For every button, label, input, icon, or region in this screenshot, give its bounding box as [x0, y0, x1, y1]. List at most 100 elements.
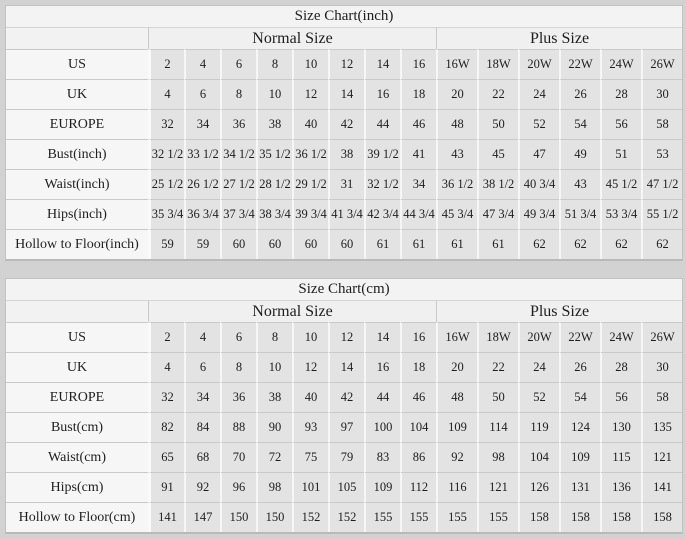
- table-row-hollow-to-floor-inch: Hollow to Floor(inch) 59 59 60 60 60 60 61 61 61 6…: [6, 229, 683, 259]
- data-cell: 48: [436, 109, 477, 139]
- data-cell: 60: [256, 229, 292, 259]
- data-cell: 32: [148, 109, 184, 139]
- data-cell: 93: [292, 412, 328, 442]
- data-cell: 25 1/2: [148, 169, 184, 199]
- data-cell: 46: [400, 109, 436, 139]
- data-cell: 72: [256, 442, 292, 472]
- data-cell: 98: [477, 442, 518, 472]
- data-cell: 34: [400, 169, 436, 199]
- data-cell: 29 1/2: [292, 169, 328, 199]
- data-cell: 16: [364, 352, 400, 382]
- row-label: UK: [6, 79, 148, 109]
- data-cell: 61: [436, 229, 477, 259]
- data-cell: 16: [364, 79, 400, 109]
- data-cell: 131: [559, 472, 600, 502]
- data-cell: 55 1/2: [641, 199, 683, 229]
- data-cell: 20W: [518, 322, 559, 352]
- data-cell: 98: [256, 472, 292, 502]
- data-cell: 26: [559, 79, 600, 109]
- data-cell: 52: [518, 382, 559, 412]
- corner-cell: [6, 27, 148, 49]
- data-cell: 10: [292, 49, 328, 79]
- data-cell: 60: [220, 229, 256, 259]
- data-cell: 32 1/2: [148, 139, 184, 169]
- data-cell: 119: [518, 412, 559, 442]
- data-cell: 12: [328, 322, 364, 352]
- data-cell: 114: [477, 412, 518, 442]
- data-cell: 26: [559, 352, 600, 382]
- data-cell: 45 3/4: [436, 199, 477, 229]
- data-cell: 60: [292, 229, 328, 259]
- data-cell: 62: [600, 229, 641, 259]
- data-cell: 61: [400, 229, 436, 259]
- data-cell: 38 3/4: [256, 199, 292, 229]
- data-cell: 104: [518, 442, 559, 472]
- data-cell: 18: [400, 79, 436, 109]
- data-cell: 12: [292, 79, 328, 109]
- data-cell: 41: [400, 139, 436, 169]
- row-label: Bust(cm): [6, 412, 148, 442]
- data-cell: 88: [220, 412, 256, 442]
- data-cell: 45 1/2: [600, 169, 641, 199]
- data-cell: 155: [436, 502, 477, 532]
- data-cell: 75: [292, 442, 328, 472]
- data-cell: 56: [600, 382, 641, 412]
- data-cell: 53: [641, 139, 683, 169]
- data-cell: 158: [600, 502, 641, 532]
- data-cell: 158: [559, 502, 600, 532]
- data-cell: 14: [328, 79, 364, 109]
- data-cell: 155: [400, 502, 436, 532]
- data-cell: 30: [641, 352, 683, 382]
- data-cell: 68: [184, 442, 220, 472]
- data-cell: 18W: [477, 49, 518, 79]
- table-row-bust-inch: Bust(inch) 32 1/2 33 1/2 34 1/2 35 1/2 36 1/2…: [6, 139, 683, 169]
- data-cell: 38: [328, 139, 364, 169]
- data-cell: 155: [477, 502, 518, 532]
- data-cell: 14: [364, 322, 400, 352]
- data-cell: 62: [559, 229, 600, 259]
- data-cell: 91: [148, 472, 184, 502]
- data-cell: 34: [184, 382, 220, 412]
- data-cell: 49 3/4: [518, 199, 559, 229]
- data-cell: 6: [220, 322, 256, 352]
- data-cell: 38: [256, 382, 292, 412]
- data-cell: 27 1/2: [220, 169, 256, 199]
- table-row-hollow-to-floor-cm: Hollow to Floor(cm) 141 147 150 150 152 152 155…: [6, 502, 683, 532]
- data-cell: 47 3/4: [477, 199, 518, 229]
- data-cell: 62: [518, 229, 559, 259]
- data-cell: 96: [220, 472, 256, 502]
- data-cell: 47: [518, 139, 559, 169]
- data-cell: 44: [364, 382, 400, 412]
- data-cell: 38: [256, 109, 292, 139]
- data-cell: 141: [148, 502, 184, 532]
- data-cell: 40: [292, 109, 328, 139]
- data-cell: 112: [400, 472, 436, 502]
- data-cell: 28 1/2: [256, 169, 292, 199]
- data-cell: 61: [477, 229, 518, 259]
- row-label: UK: [6, 352, 148, 382]
- data-cell: 6: [220, 49, 256, 79]
- data-cell: 30: [641, 79, 683, 109]
- row-label: EUROPE: [6, 109, 148, 139]
- data-cell: 24W: [600, 49, 641, 79]
- data-cell: 26 1/2: [184, 169, 220, 199]
- data-cell: 38 1/2: [477, 169, 518, 199]
- data-cell: 28: [600, 79, 641, 109]
- data-cell: 4: [148, 352, 184, 382]
- data-cell: 10: [256, 79, 292, 109]
- data-cell: 150: [256, 502, 292, 532]
- data-cell: 44: [364, 109, 400, 139]
- data-cell: 16: [400, 322, 436, 352]
- data-cell: 48: [436, 382, 477, 412]
- data-cell: 36: [220, 109, 256, 139]
- data-cell: 22: [477, 79, 518, 109]
- column-group-row: Normal Size Plus Size: [6, 27, 683, 49]
- data-cell: 61: [364, 229, 400, 259]
- data-cell: 35 3/4: [148, 199, 184, 229]
- table-row-europe: EUROPE 32 34 36 38 40 42 44 46 48 50 52 54 56 58: [6, 382, 683, 412]
- data-cell: 105: [328, 472, 364, 502]
- data-cell: 58: [641, 382, 683, 412]
- data-cell: 59: [184, 229, 220, 259]
- data-cell: 86: [400, 442, 436, 472]
